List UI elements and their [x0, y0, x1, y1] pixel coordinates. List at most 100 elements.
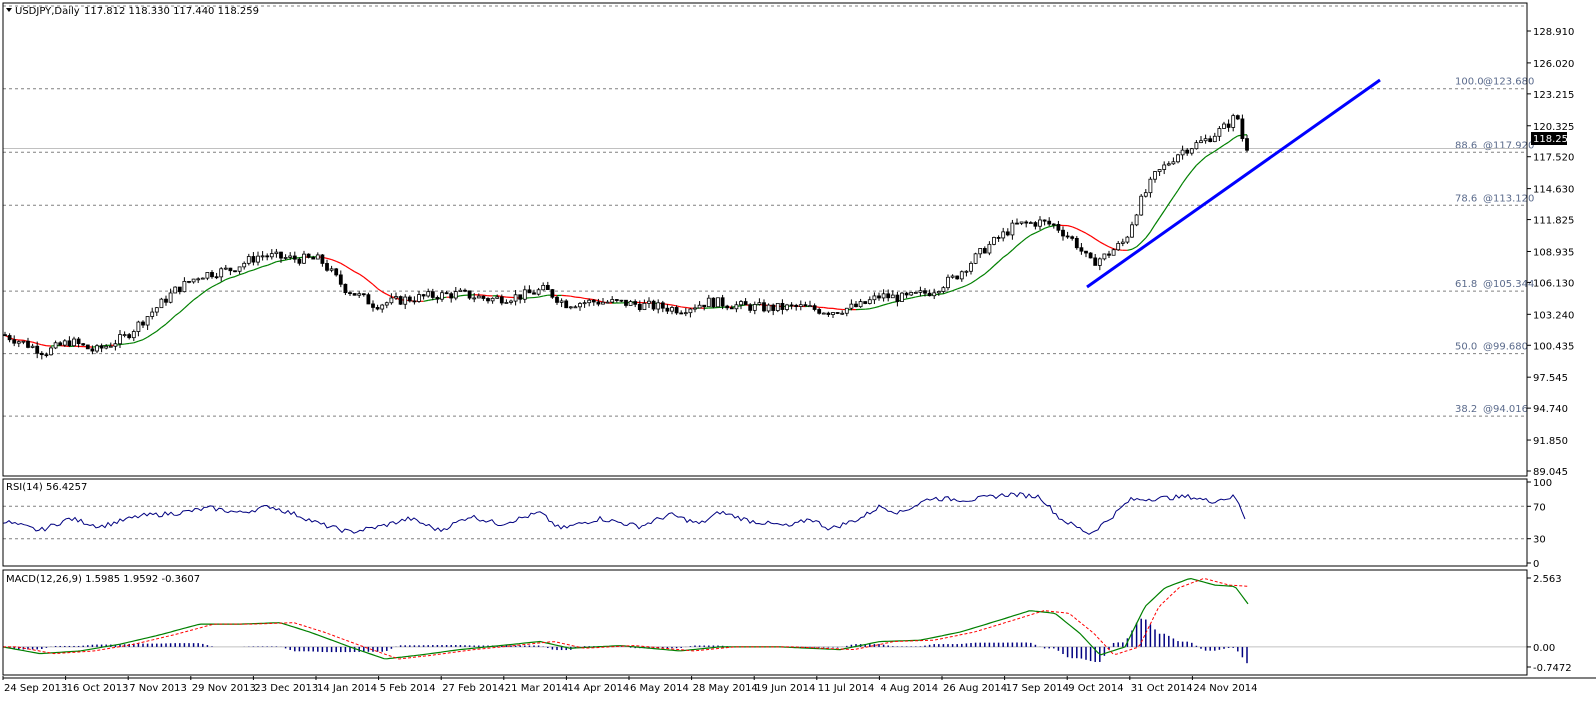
- date-label: 24 Sep 2013: [4, 683, 67, 694]
- price-tick-label: 97.545: [1533, 373, 1568, 384]
- candle-body: [674, 307, 679, 314]
- candle-body: [522, 289, 527, 300]
- ma-segment: [377, 288, 383, 293]
- candle-body: [499, 296, 504, 304]
- ma-segment: [428, 298, 433, 301]
- candle-body: [780, 302, 785, 310]
- macd-tick-label: -0.7472: [1533, 663, 1572, 674]
- rsi-line: [2, 492, 1246, 535]
- candle-body: [702, 304, 707, 308]
- candle-body: [959, 271, 964, 280]
- candle-body: [693, 307, 697, 310]
- ma-segment: [1044, 226, 1050, 229]
- candle-body: [1134, 214, 1139, 226]
- fib-level-label: 78.6: [1455, 193, 1477, 204]
- ma-segment: [483, 294, 489, 297]
- ma-segment: [1039, 227, 1045, 232]
- candle-body: [536, 289, 541, 295]
- candle-body: [913, 291, 918, 294]
- candle-body: [982, 248, 987, 254]
- ma-segment: [129, 342, 134, 345]
- candle-body: [950, 275, 955, 278]
- candle-body: [706, 297, 711, 308]
- candle-body: [76, 338, 81, 345]
- candle-body: [867, 299, 872, 304]
- candle-body: [996, 237, 1001, 239]
- candle-body: [343, 283, 348, 294]
- date-label: 14 Jan 2014: [317, 683, 377, 694]
- candle-body: [1079, 247, 1084, 252]
- candle-body: [665, 307, 670, 312]
- candle-body: [283, 257, 288, 259]
- candle-body: [412, 300, 417, 303]
- ma-segment: [1191, 164, 1197, 172]
- ma-segment: [823, 306, 829, 309]
- ma-segment: [878, 304, 884, 308]
- fib-price-label: @117.920: [1483, 140, 1534, 151]
- candle-body: [1116, 243, 1121, 251]
- candle-body: [1189, 148, 1194, 154]
- price-tick-label: 91.850: [1533, 436, 1568, 447]
- ma-segment: [165, 319, 171, 325]
- ma-segment: [276, 260, 282, 263]
- price-tick-label: 111.825: [1533, 216, 1574, 227]
- symbol-label: USDJPY,Daily: [15, 6, 80, 17]
- ma-segment: [874, 305, 880, 309]
- candle-body: [44, 354, 49, 357]
- candle-body: [821, 312, 826, 315]
- trendline-layer[interactable]: [1086, 78, 1381, 289]
- candle-body: [187, 280, 191, 283]
- ma-segment: [381, 291, 388, 295]
- candle-body: [260, 255, 265, 258]
- ma-segment: [354, 271, 360, 275]
- ma-segment: [966, 282, 972, 287]
- candle-body: [1111, 249, 1116, 256]
- ma-segment: [1172, 189, 1179, 198]
- candle-body: [131, 331, 136, 339]
- ma-segment: [970, 279, 976, 284]
- ma-segment: [211, 283, 217, 288]
- price-tick-label: 114.630: [1533, 185, 1574, 196]
- candle-body: [1070, 236, 1075, 239]
- candle-body: [656, 302, 661, 310]
- candle-body: [1185, 149, 1190, 154]
- ma-segment: [589, 298, 594, 301]
- ma-segment: [1076, 228, 1082, 232]
- candle-body: [670, 307, 674, 312]
- moving-average-layer: [4, 134, 1248, 348]
- dropdown-triangle-icon[interactable]: [6, 8, 12, 12]
- ma-segment: [368, 280, 374, 285]
- ma-segment: [1030, 232, 1036, 236]
- ma-segment: [1011, 245, 1018, 251]
- date-label: 7 Nov 2013: [129, 683, 187, 694]
- ma-segment: [197, 292, 204, 298]
- candle-body: [145, 316, 150, 326]
- ma-segment: [888, 301, 893, 305]
- candle-body: [371, 303, 375, 308]
- ma-segment: [998, 256, 1004, 263]
- candle-body: [642, 302, 647, 311]
- date-label: 19 Jun 2014: [755, 683, 815, 694]
- candle-body: [81, 343, 86, 346]
- candle-body: [182, 280, 187, 293]
- candle-body: [90, 348, 95, 352]
- candlestick-series: [3, 113, 1249, 360]
- candle-body: [1217, 128, 1222, 137]
- candle-body: [279, 251, 283, 259]
- ma-segment: [1163, 203, 1170, 212]
- ma-segment: [1149, 224, 1156, 233]
- candle-body: [1093, 257, 1098, 266]
- macd-layer: [2, 577, 1527, 664]
- candle-body: [1125, 236, 1130, 243]
- date-label: 23 Dec 2013: [254, 683, 318, 694]
- candle-body: [679, 312, 684, 315]
- ma-segment: [147, 333, 153, 338]
- candle-body: [559, 300, 564, 303]
- price-tick-label: 108.935: [1533, 247, 1574, 258]
- candle-body: [564, 300, 569, 309]
- candle-body: [651, 300, 656, 310]
- candle-body: [637, 303, 642, 311]
- candle-body: [1130, 224, 1134, 238]
- ma-segment: [170, 315, 176, 321]
